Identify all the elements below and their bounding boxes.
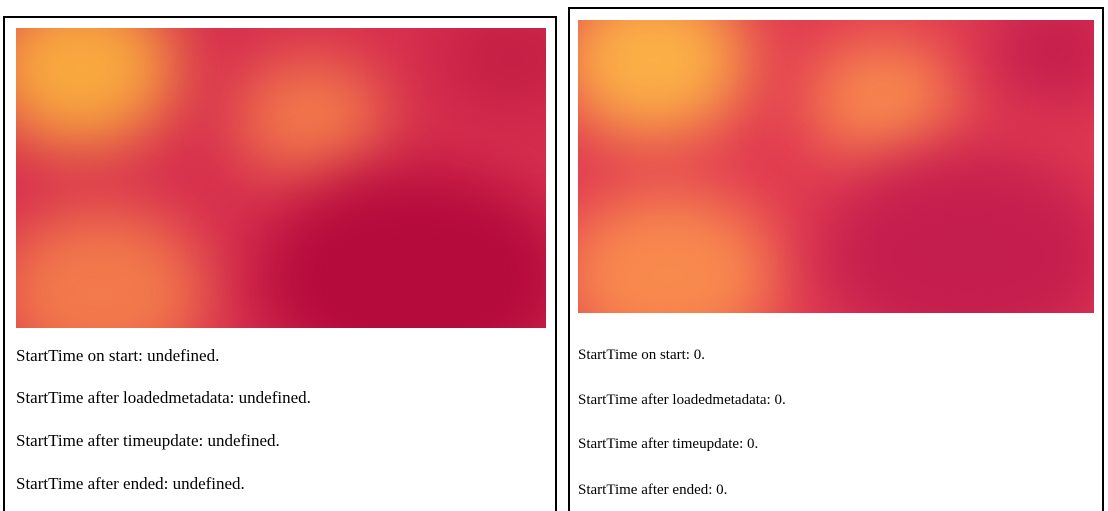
video-frame-shadow	[256, 168, 546, 328]
starttime-after-timeupdate-text: StartTime after timeupdate: undefined.	[16, 431, 280, 450]
starttime-after-loadedmetadata-text: StartTime after loadedmetadata: undefine…	[16, 388, 311, 407]
starttime-after-ended-text: StartTime after ended: 0.	[578, 482, 728, 498]
video-frame-highlight	[16, 208, 206, 328]
video-frame-shadow	[818, 150, 1094, 313]
starttime-after-ended-text: StartTime after ended: undefined.	[16, 474, 245, 493]
starttime-on-start-text: StartTime on start: undefined.	[16, 346, 220, 365]
starttime-after-loadedmetadata-text: StartTime after loadedmetadata: 0.	[578, 392, 786, 408]
video-player[interactable]	[578, 20, 1094, 313]
video-frame-highlight	[578, 190, 778, 313]
video-frame-shadow	[436, 28, 546, 118]
video-frame-highlight	[578, 20, 748, 140]
right-test-panel: StartTime on start: 0. StartTime after l…	[568, 7, 1104, 511]
video-frame-shadow	[988, 20, 1094, 110]
left-test-panel: StartTime on start: undefined. StartTime…	[3, 16, 557, 511]
video-frame-highlight	[808, 40, 958, 160]
starttime-after-timeupdate-text: StartTime after timeupdate: 0.	[578, 436, 759, 452]
starttime-on-start-text: StartTime on start: 0.	[578, 347, 705, 363]
video-frame-highlight	[16, 28, 176, 148]
video-frame-highlight	[236, 58, 386, 178]
video-player[interactable]	[16, 28, 546, 328]
